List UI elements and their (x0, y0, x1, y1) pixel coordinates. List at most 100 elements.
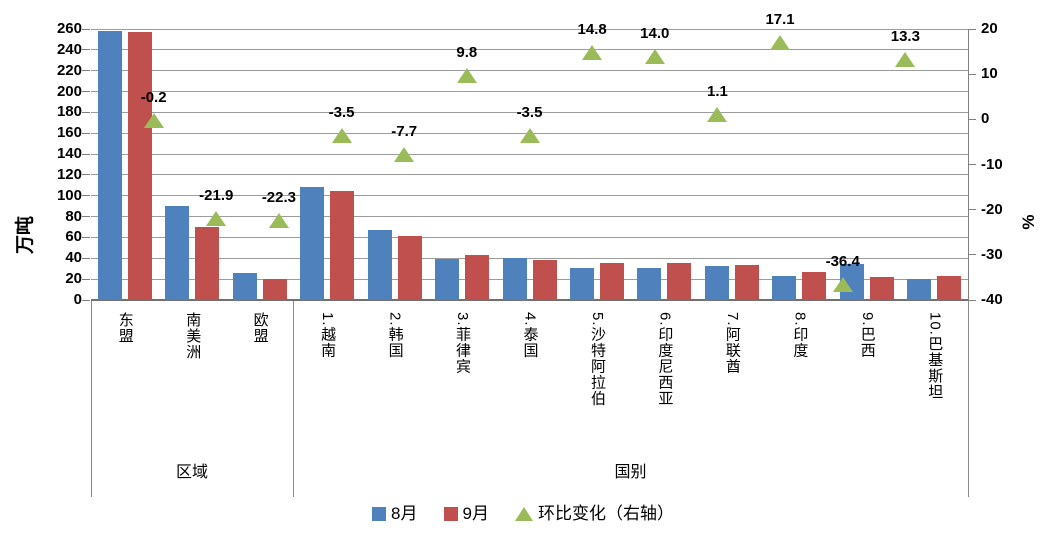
bar-september (734, 265, 759, 300)
change-marker-triangle (331, 128, 352, 144)
right-axis-tick (968, 254, 976, 256)
legend-label: 8月 (391, 504, 418, 523)
bar-august (502, 258, 527, 300)
bar-september (599, 262, 624, 300)
left-axis-tick (82, 174, 90, 176)
left-axis-tick-label: 260 (56, 20, 82, 37)
bar-august (300, 187, 325, 300)
left-axis-tick (82, 153, 90, 155)
left-axis-tick-label: 200 (56, 82, 82, 100)
gridline (91, 91, 968, 93)
category-label: 东盟 (116, 312, 134, 344)
legend-label: 环比变化（右轴） (537, 504, 674, 523)
right-axis-tick (968, 164, 976, 165)
gridline (91, 174, 968, 176)
left-axis-tick (82, 70, 90, 72)
bar-september (397, 235, 422, 300)
bar-september (195, 226, 220, 300)
right-axis-tick-label: 20 (981, 20, 998, 37)
legend-item: 环比变化（右轴） (514, 503, 674, 525)
left-axis-tick (82, 257, 90, 259)
category-label: 2.韩国 (386, 312, 404, 359)
bar-september (532, 259, 557, 300)
right-axis-tick (968, 28, 976, 30)
gridline (91, 49, 968, 51)
legend-square-swatch (372, 507, 387, 521)
change-marker-triangle (394, 147, 415, 163)
change-value-label: 14.8 (577, 21, 607, 39)
legend-square-swatch (443, 507, 458, 521)
left-axis-tick (82, 299, 90, 301)
gridline (91, 278, 968, 280)
gridline (91, 257, 968, 259)
change-marker-triangle (770, 35, 791, 51)
group-label-region: 区域 (175, 464, 208, 481)
category-label: 南美洲 (184, 312, 202, 360)
change-marker-triangle (143, 113, 164, 129)
right-axis-tick-label: -40 (981, 291, 1003, 308)
change-marker-triangle (895, 52, 916, 68)
legend-triangle-swatch (514, 507, 533, 521)
change-marker-triangle (644, 49, 665, 65)
left-axis-tick (82, 91, 90, 93)
change-value-label: 13.3 (890, 28, 920, 46)
change-value-label: 14.0 (640, 25, 670, 43)
change-value-label: -3.5 (516, 104, 543, 122)
chart-legend: 8月 9月 环比变化（右轴） (0, 501, 1046, 527)
right-axis-tick-label: -30 (981, 245, 1003, 263)
right-axis-tick (968, 299, 976, 301)
change-value-label: -0.2 (140, 89, 167, 107)
change-value-label: 9.8 (456, 44, 478, 62)
bar-august (165, 206, 190, 300)
category-label: 欧盟 (251, 312, 269, 344)
left-axis-tick-label: 240 (56, 40, 82, 58)
right-axis-tick (968, 209, 976, 211)
left-axis-tick-label: 40 (65, 249, 82, 267)
left-axis-tick (82, 195, 90, 197)
right-axis-tick-label: 10 (981, 65, 998, 83)
change-value-label: -22.3 (261, 189, 297, 207)
right-axis-tick-label: 0 (981, 110, 990, 128)
bar-september (262, 278, 287, 300)
change-marker-triangle (519, 128, 540, 144)
bar-september (937, 276, 962, 300)
bar-september (869, 276, 894, 300)
change-value-label: -7.7 (391, 123, 418, 141)
bar-september (667, 263, 692, 300)
left-axis-tick (82, 28, 90, 30)
left-axis-tick-label: 0 (73, 291, 82, 308)
bar-september (465, 255, 490, 300)
bar-august (637, 267, 662, 300)
gridline (91, 216, 968, 218)
left-axis-tick-label: 20 (65, 270, 82, 288)
bar-august (907, 279, 932, 300)
group-label-country: 国别 (614, 464, 647, 481)
change-marker-triangle (707, 107, 728, 123)
category-label: 10.巴基斯坦 (926, 312, 944, 400)
change-value-label: -3.5 (328, 104, 355, 122)
change-value-label: -36.4 (825, 252, 860, 270)
change-marker-triangle (206, 211, 227, 227)
legend-item: 8月 (372, 503, 418, 525)
left-axis-tick (82, 111, 90, 113)
gridline (91, 236, 968, 238)
bar-august (704, 265, 729, 300)
category-label: 4.泰国 (521, 312, 539, 359)
right-axis-tick-label: -20 (981, 200, 1003, 218)
gridline (91, 195, 968, 197)
left-axis-tick-label: 120 (56, 165, 82, 183)
category-label: 1.越南 (319, 312, 337, 359)
category-label: 7.阿联酋 (723, 312, 741, 375)
bar-september (330, 191, 355, 300)
right-axis-tick (968, 118, 976, 120)
left-axis-tick-label: 180 (56, 103, 82, 121)
bar-september (127, 31, 152, 300)
bar-september (802, 271, 827, 300)
category-label: 9.巴西 (858, 312, 876, 359)
left-axis-tick-label: 80 (65, 207, 82, 225)
category-label: 5.沙特阿拉伯 (588, 312, 606, 407)
change-value-label: -21.9 (199, 187, 234, 205)
left-axis-tick-label: 60 (65, 228, 82, 246)
category-label: 8.印度 (791, 312, 809, 359)
change-marker-triangle (832, 276, 853, 292)
